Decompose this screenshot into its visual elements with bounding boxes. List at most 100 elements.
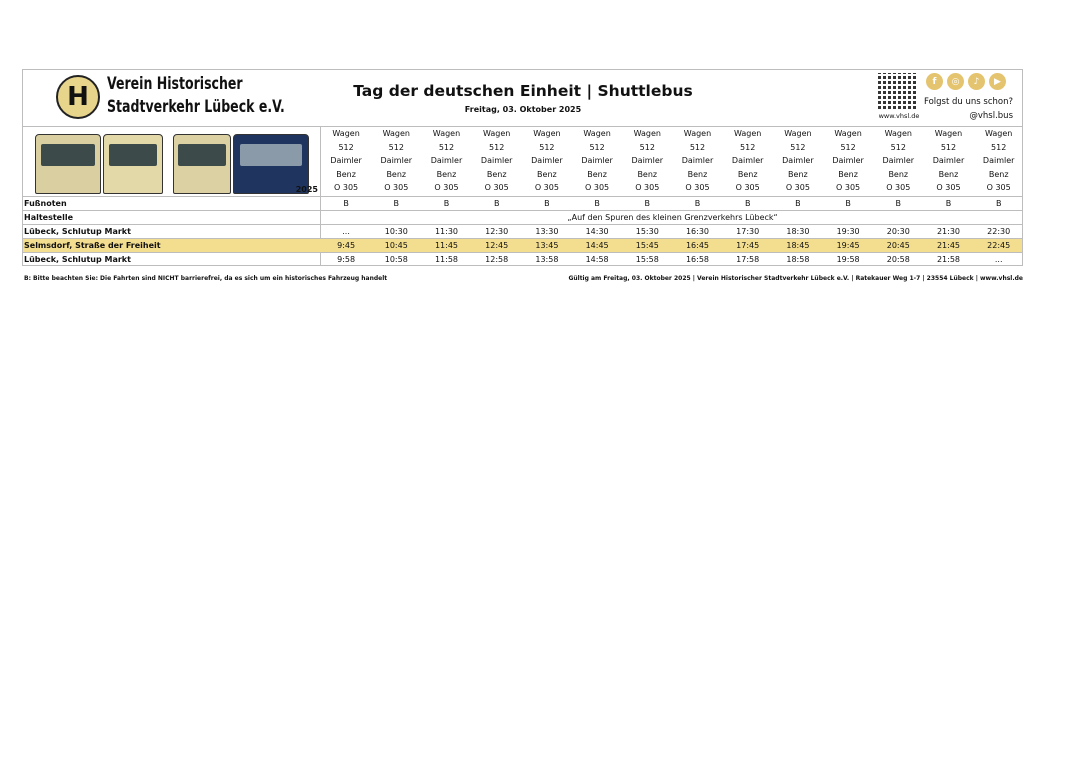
footnote-cell: B [644, 199, 651, 208]
facebook-icon[interactable]: f [926, 73, 943, 90]
footnote-cell: B [443, 199, 450, 208]
vehicle-line: Wagen [834, 129, 862, 138]
departure-time: 11:30 [434, 227, 459, 236]
departure-time: ... [342, 227, 350, 236]
vehicle-cell: Wagen 512 Daimler Benz O 305 [923, 127, 973, 195]
vehicle-line: Benz [386, 169, 407, 179]
departure-time: 22:30 [987, 227, 1011, 236]
departure-time: 14:30 [585, 227, 609, 236]
vehicle-line: 512 [740, 142, 756, 152]
vehicle-line: Wagen [583, 129, 611, 138]
vehicle-line: Daimler [631, 156, 664, 165]
footnote-cell: B [694, 199, 701, 208]
departure-time: 15:58 [635, 255, 659, 264]
vehicle-cell: Wagen 512 Daimler Benz O 305 [672, 127, 722, 195]
vehicle-line: 512 [338, 142, 354, 152]
departure-time: 13:45 [535, 241, 559, 250]
vehicle-line: Daimler [531, 156, 563, 165]
vehicle-line: 512 [539, 142, 555, 152]
vehicle-line: Benz [888, 169, 909, 179]
vehicle-line: 512 [790, 142, 806, 152]
image-year: 2025 [295, 185, 318, 194]
departure-time: 18:58 [786, 255, 810, 264]
youtube-icon[interactable]: ▶ [989, 73, 1006, 90]
vehicle-line: O 305 [785, 183, 810, 192]
vehicle-line: Wagen [633, 129, 661, 138]
departure-time: 19:45 [836, 241, 860, 250]
departure-time: 22:45 [987, 241, 1011, 250]
header: H Verein Historischer Stadtverkehr Lübec… [23, 70, 1022, 127]
vehicle-line: Benz [537, 169, 557, 179]
vehicle-cell: Wagen 512 Daimler Benz O 305 [723, 127, 773, 195]
vehicle-cell: Wagen 512 Daimler Benz O 305 [421, 127, 471, 195]
vehicle-cell: Wagen 512 Daimler Benz O 305 [572, 127, 622, 195]
qr-code-icon [878, 73, 918, 109]
tiktok-icon[interactable]: ♪ [968, 73, 985, 90]
vehicle-line: 512 [689, 142, 706, 152]
departure-time: 20:30 [886, 227, 910, 236]
departure-time: 21:30 [936, 227, 961, 236]
vehicle-cell: Wagen 512 Daimler Benz O 305 [472, 127, 522, 195]
departure-time: 18:30 [786, 227, 810, 236]
departure-time: 11:45 [434, 241, 459, 250]
vehicle-row: Wagen 512 Daimler Benz O 305 Wagen 512 Daimler B… [23, 126, 1022, 197]
departure-time: 15:45 [635, 241, 659, 250]
vehicle-cell: Wagen 512 Daimler Benz O 305 [823, 127, 873, 195]
vehicle-line: Benz [988, 169, 1009, 179]
table-row: Lübeck, Schlutup Markt 9:58 10:58 11:58 12:5… [23, 253, 1022, 267]
vehicle-line: Daimler [731, 156, 764, 165]
bus-photo: 2025 [33, 128, 319, 196]
departure-time: 10:58 [384, 255, 408, 264]
vehicle-line: O 305 [484, 183, 509, 192]
vehicle-line: Wagen [683, 129, 712, 138]
org-line2: Stadtverkehr Lübeck e.V. [107, 97, 285, 117]
footnote-cell: B [895, 199, 902, 208]
vehicle-line: O 305 [534, 183, 559, 192]
vehicle-line: Daimler [782, 156, 814, 165]
footnote-cell: B [544, 199, 550, 208]
vehicle-line: Daimler [380, 156, 413, 165]
departure-time: 19:58 [836, 255, 860, 264]
page-subtitle: Freitag, 03. Oktober 2025 [464, 105, 582, 114]
vehicle-line: Wagen [332, 129, 360, 138]
vehicle-line: O 305 [986, 183, 1011, 192]
route-name: „Auf den Spuren des kleinen Grenzverkehr… [567, 213, 778, 222]
vehicle-line: Wagen [432, 129, 461, 138]
follow-text: Folgst du uns schon? [924, 97, 1013, 107]
vehicle-line: Benz [637, 169, 658, 179]
departure-time: 14:45 [585, 241, 609, 250]
vehicle-line: Wagen [533, 129, 561, 138]
vehicle-cell: Wagen 512 Daimler Benz O 305 [321, 127, 371, 195]
vehicle-line: Daimler [330, 156, 362, 165]
social-icons: f ◎ ♪ ▶ [926, 73, 1006, 90]
organization-name: Verein Historischer Stadtverkehr Lübeck … [107, 73, 285, 119]
instagram-icon[interactable]: ◎ [947, 73, 964, 90]
vehicle-line: O 305 [886, 183, 911, 192]
footnote-cell: B [393, 199, 400, 208]
vehicle-line: Benz [486, 169, 507, 179]
vehicle-line: Wagen [884, 129, 912, 138]
vehicle-line: 512 [991, 142, 1007, 152]
stop-name: Lübeck, Schlutup Markt [24, 227, 131, 236]
vehicle-cell: Wagen 512 Daimler Benz O 305 [371, 127, 421, 195]
departure-time: 17:58 [736, 255, 760, 264]
departure-time: 9:45 [337, 241, 356, 250]
departure-time: 19:30 [836, 227, 860, 236]
departure-time: 9:58 [337, 255, 356, 264]
footnote-cell: B [845, 199, 851, 208]
logo: H [56, 75, 100, 119]
org-line1: Verein Historischer [107, 74, 243, 94]
vehicle-line: O 305 [685, 183, 710, 192]
vehicle-line: Wagen [784, 129, 812, 138]
departure-time: 10:30 [384, 227, 408, 236]
footnote-text: B: Bitte beachten Sie: Die Fahrten sind … [24, 275, 388, 282]
vehicle-cell: Wagen 512 Daimler Benz O 305 [873, 127, 923, 195]
departure-time: 21:58 [936, 255, 961, 264]
vehicle-line: 512 [489, 142, 505, 152]
vehicle-cell: Wagen 512 Daimler Benz O 305 [773, 127, 823, 195]
vehicle-line: O 305 [585, 183, 610, 192]
departure-time: 12:58 [485, 255, 509, 264]
vehicle-line: Benz [838, 169, 858, 179]
footnote-cell: B [795, 199, 801, 208]
departure-time: 21:45 [936, 241, 961, 250]
